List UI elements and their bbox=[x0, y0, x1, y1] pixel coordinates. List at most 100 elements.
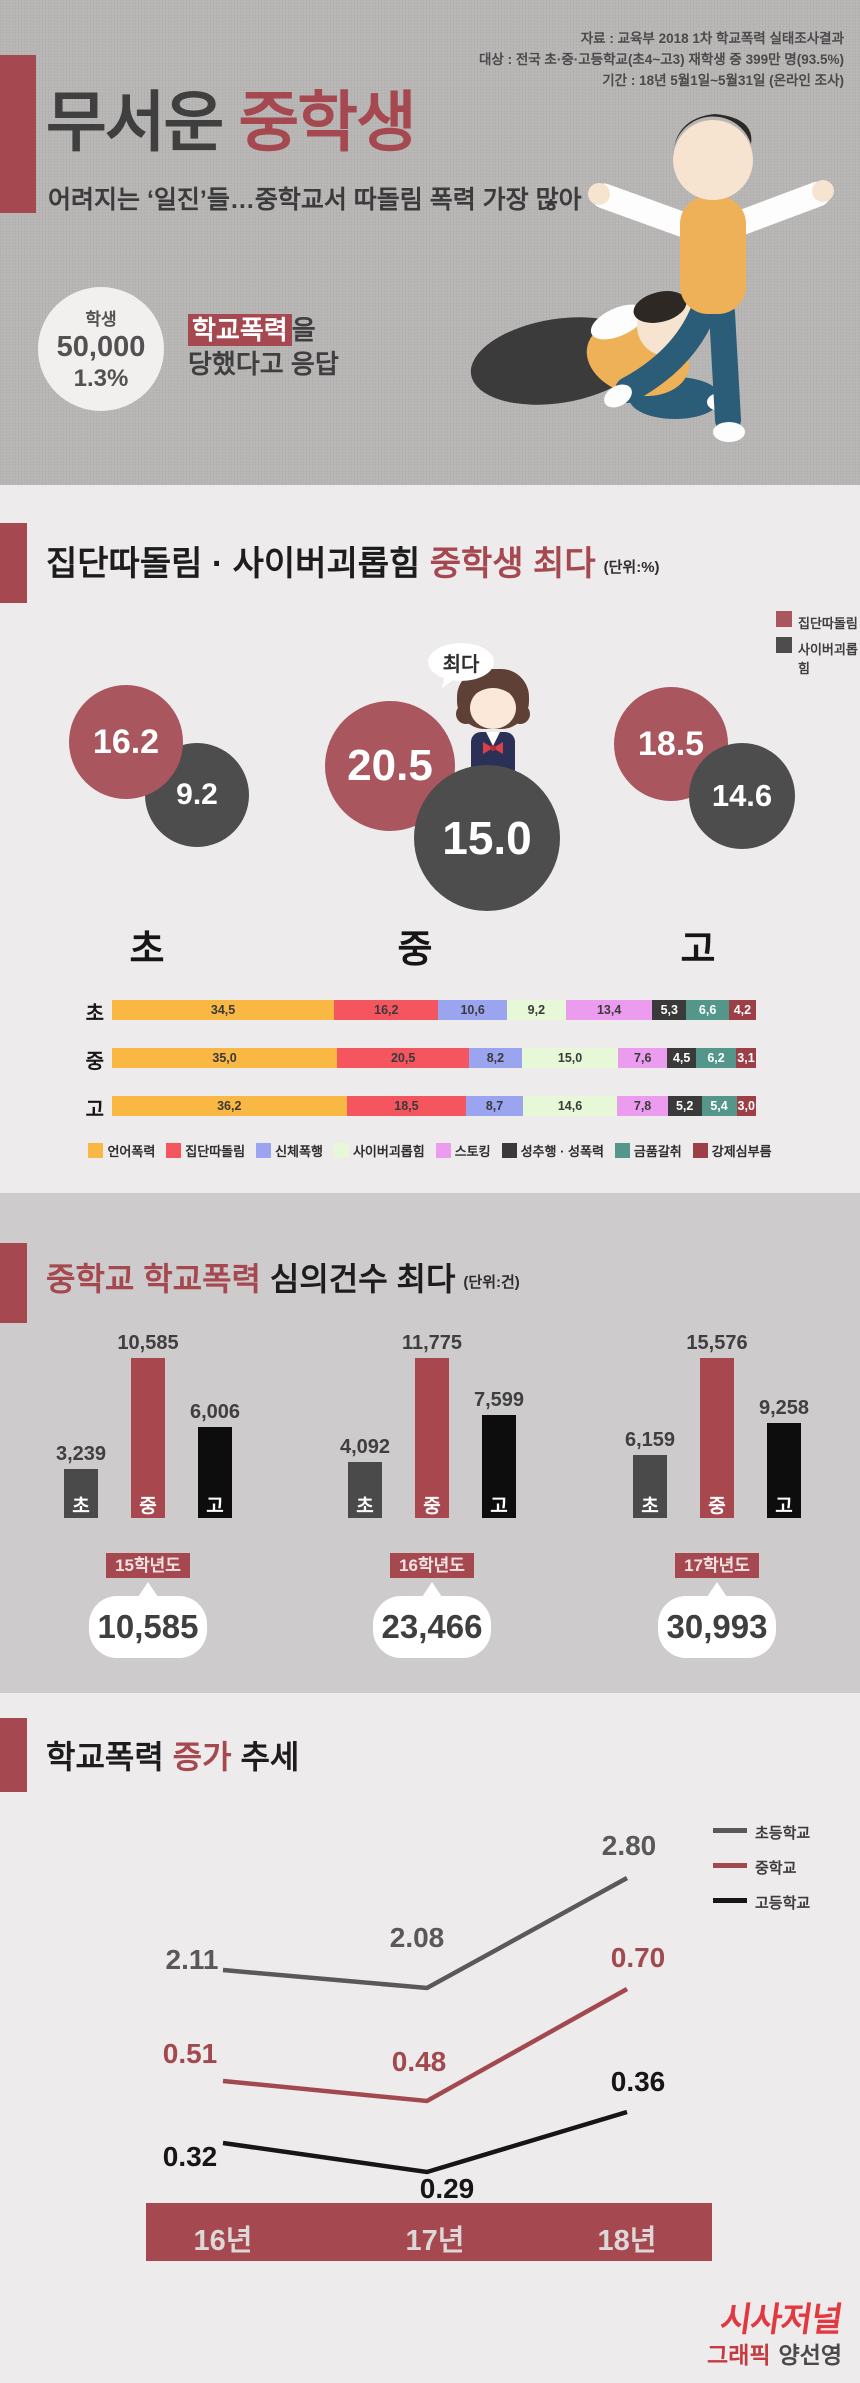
stacked-segment-금품갈취: 6,6 bbox=[686, 1000, 729, 1020]
highlight-school-violence: 학교폭력 bbox=[188, 314, 292, 346]
stacked-segment-성추행 · 성폭력: 4,5 bbox=[667, 1048, 697, 1068]
bar-초-16학년도 bbox=[348, 1462, 382, 1518]
line-legend-label: 고등학교 bbox=[755, 1895, 811, 1912]
page-subtitle: 어려지는 ‘일진’들…중학교서 따돌림 폭력 가장 많아 bbox=[48, 186, 582, 214]
trend-x-axis-bar bbox=[146, 2203, 712, 2261]
stacked-segment-스토킹: 13,4 bbox=[565, 1000, 653, 1020]
bar-inner-label: 초 bbox=[356, 1496, 374, 1517]
year-label-17학년도: 17학년도 bbox=[675, 1553, 759, 1578]
line-value-label-중학교: 0.51 bbox=[162, 2038, 218, 2069]
bar-inner-label: 중 bbox=[139, 1496, 157, 1517]
response-line-1: 학교폭력 을 bbox=[188, 313, 339, 347]
legend-label-cyber: 사이버괴롭힘 bbox=[798, 642, 858, 676]
source-note: 자료 : 교육부 2018 1차 학교폭력 실태조사결과 대상 : 전국 초·중… bbox=[479, 28, 844, 91]
total-bubble-tail bbox=[707, 1582, 727, 1597]
page-title: 무서운 중학생 bbox=[46, 85, 417, 159]
stacked-segment-스토킹: 7,6 bbox=[618, 1048, 668, 1068]
stacked-legend: 언어폭력 집단따돌림 신체폭행 사이버괴롭힘 스토킹 성추행 · 성폭력 금품갈취 강제심부름 bbox=[88, 1140, 772, 1160]
stacked-segment-집단따돌림: 16,2 bbox=[334, 1000, 439, 1020]
legend-swatch-성추행 · 성폭력-icon bbox=[501, 1142, 517, 1158]
source-line-2: 대상 : 전국 초·중·고등학교(초4~고3) 재학생 중 399만 명(93.… bbox=[479, 52, 844, 67]
bubble-집단따돌림-초: 16.2 bbox=[69, 685, 183, 799]
year-label-16학년도: 16학년도 bbox=[390, 1553, 474, 1578]
legend-item: 강제심부름 bbox=[692, 1141, 772, 1160]
total-bubble-15학년도: 10,585 bbox=[89, 1596, 207, 1658]
line-value-label-고등학교: 0.36 bbox=[610, 2066, 666, 2097]
bullying-title-dark: 집단따돌림 · 사이버괴롭힘 bbox=[46, 545, 430, 583]
bar-value-label: 3,239 bbox=[55, 1443, 107, 1465]
legend-label-bullying: 집단따돌림 bbox=[798, 616, 858, 631]
bar-inner-label: 고 bbox=[775, 1496, 793, 1517]
year-label-15학년도: 15학년도 bbox=[106, 1553, 190, 1578]
line-legend-swatch-중학교-icon bbox=[713, 1863, 747, 1868]
bubble-category-label: 중 bbox=[397, 929, 433, 971]
bar-고-16학년도 bbox=[482, 1415, 516, 1518]
source-line-1: 자료 : 교육부 2018 1차 학교폭력 실태조사결과 bbox=[580, 31, 844, 46]
stacked-bar-row: 34,5 16,2 10,6 9,2 13,4 5,3 6,6 4,2 bbox=[112, 1000, 756, 1020]
x-axis-label-16년: 16년 bbox=[193, 2225, 253, 2257]
trend-line-chart bbox=[222, 1876, 629, 2175]
review-section-title: 중학교 학교폭력 심의건수 최다 (단위:건) bbox=[46, 1254, 520, 1300]
stacked-segment-언어폭력: 35,0 bbox=[112, 1048, 338, 1068]
response-text: 학교폭력 을 당했다고 응답 bbox=[188, 313, 339, 381]
legend-label: 사이버괴롭힘 bbox=[352, 1143, 425, 1159]
trend-accent-block bbox=[0, 1718, 27, 1792]
trend-title-red: 증가 bbox=[172, 1739, 232, 1775]
stat-bubble-percent: 1.3% bbox=[73, 364, 129, 392]
x-axis-label-18년: 18년 bbox=[597, 2225, 657, 2257]
stacked-bar-row: 36,2 18,5 8,7 14,6 7,8 5,2 5,4 3,0 bbox=[112, 1096, 756, 1116]
response-line-2: 당했다고 응답 bbox=[188, 349, 339, 379]
bar-value-label: 10,585 bbox=[117, 1332, 179, 1354]
trend-line-고등학교 bbox=[222, 2109, 628, 2175]
stacked-segment-집단따돌림: 20,5 bbox=[337, 1048, 470, 1068]
stacked-segment-신체폭행: 8,2 bbox=[469, 1048, 522, 1068]
stat-bubble-label: 학생 bbox=[85, 310, 117, 330]
bullying-section-title: 집단따돌림 · 사이버괴롭힘 중학생 최다 (단위:%) bbox=[46, 536, 660, 585]
bar-value-label: 15,576 bbox=[686, 1332, 748, 1354]
legend-item: 집단따돌림 bbox=[166, 1141, 245, 1160]
line-value-label-중학교: 0.70 bbox=[610, 1942, 666, 1973]
bubble-사이버괴롭힘-초: 9.2 bbox=[145, 743, 249, 847]
choida-badge: 최다 bbox=[428, 643, 494, 681]
stacked-segment-언어폭력: 36,2 bbox=[112, 1096, 347, 1116]
bar-inner-label: 초 bbox=[72, 1496, 90, 1517]
title-accent-block bbox=[0, 55, 36, 213]
line-value-label-초등학교: 2.08 bbox=[389, 1922, 445, 1953]
page-title-red: 중학생 bbox=[238, 85, 417, 159]
legend-label: 스토킹 bbox=[454, 1143, 491, 1159]
bar-중-17학년도 bbox=[700, 1358, 734, 1518]
legend-item: 스토킹 bbox=[435, 1141, 491, 1160]
line-legend-swatch-고등학교-icon bbox=[713, 1898, 747, 1903]
trend-line-중학교 bbox=[222, 1987, 629, 2104]
bar-inner-label: 초 bbox=[641, 1496, 659, 1517]
stacked-segment-강제심부름: 3,1 bbox=[736, 1048, 756, 1068]
bar-고-17학년도 bbox=[767, 1423, 801, 1518]
stacked-segment-성추행 · 성폭력: 5,2 bbox=[667, 1096, 702, 1116]
stacked-segment-성추행 · 성폭력: 5,3 bbox=[652, 1000, 687, 1020]
legend-swatch-신체폭행-icon bbox=[256, 1142, 272, 1158]
legend-item: 금품갈취 bbox=[614, 1141, 682, 1160]
bar-중-15학년도 bbox=[131, 1358, 165, 1518]
trend-section-bg bbox=[0, 1693, 860, 2383]
graphic-credit: 그래픽 양선영 bbox=[707, 2336, 842, 2370]
bar-inner-label: 중 bbox=[708, 1496, 726, 1517]
stacked-row-label: 중 bbox=[85, 1051, 104, 1073]
trend-section-title: 학교폭력 증가 추세 bbox=[46, 1732, 299, 1778]
review-title-dark: 심의건수 최다 bbox=[269, 1261, 456, 1297]
legend-swatch-스토킹-icon bbox=[435, 1142, 451, 1158]
graphic-credit-name: 양선영 bbox=[778, 2342, 842, 2368]
total-bubble-17학년도: 30,993 bbox=[658, 1596, 776, 1658]
stat-bubble-value: 50,000 bbox=[56, 331, 146, 364]
stacked-segment-금품갈취: 6,2 bbox=[696, 1048, 736, 1068]
sisajournal-logo: 시사저널 bbox=[717, 2301, 845, 2339]
review-title-red: 중학교 학교폭력 bbox=[46, 1261, 270, 1297]
bar-초-17학년도 bbox=[633, 1455, 667, 1518]
trend-line-초등학교 bbox=[222, 1876, 629, 1991]
legend-item: 성추행 · 성폭력 bbox=[501, 1141, 604, 1160]
stacked-segment-스토킹: 7,8 bbox=[617, 1096, 668, 1116]
legend-swatch-bullying-icon bbox=[776, 611, 792, 627]
stacked-segment-사이버괴롭힘: 9,2 bbox=[506, 1000, 566, 1020]
total-bubble-16학년도: 23,466 bbox=[373, 1596, 491, 1658]
stacked-segment-사이버괴롭힘: 14,6 bbox=[522, 1096, 618, 1116]
